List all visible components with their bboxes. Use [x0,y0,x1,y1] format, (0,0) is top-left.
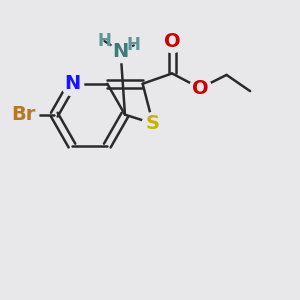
Text: Br: Br [11,105,36,124]
Text: S: S [146,114,160,133]
Text: N: N [64,74,80,93]
Text: N: N [112,42,129,61]
Text: O: O [192,79,208,98]
Text: O: O [164,32,180,51]
Text: H: H [98,32,111,50]
Text: H: H [127,37,141,55]
